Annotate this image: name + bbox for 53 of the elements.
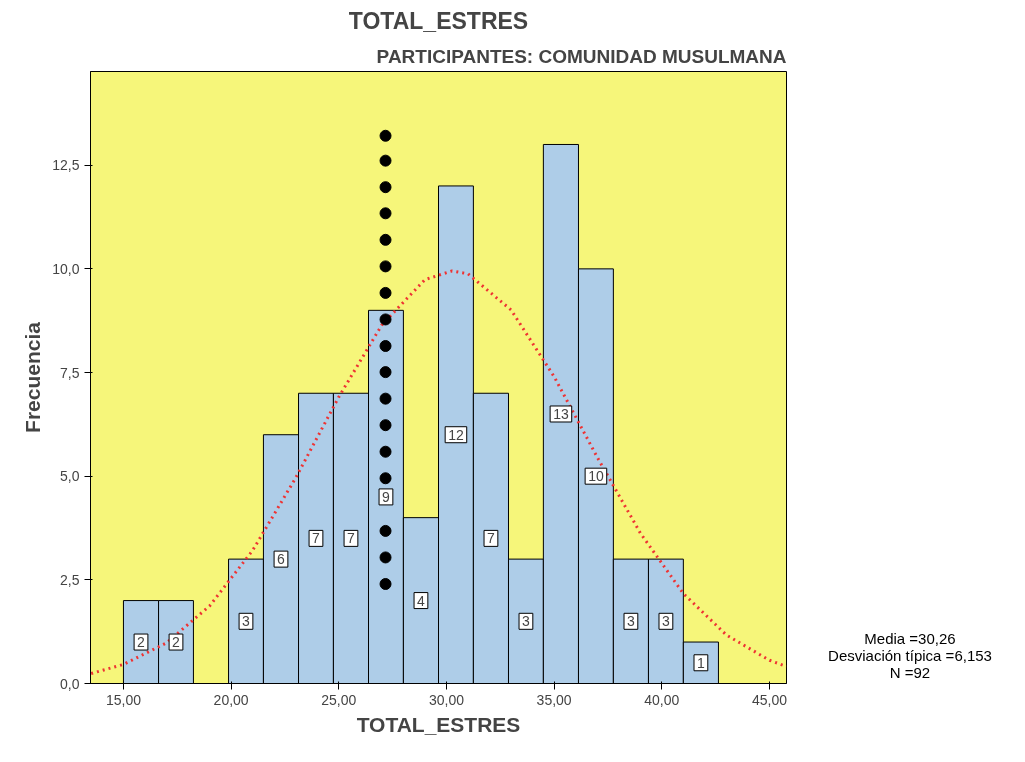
text: Media =30,26 <box>864 630 956 647</box>
x-tick-label: 40,00 <box>644 691 680 708</box>
point <box>379 181 392 194</box>
text: Desviación típica =6,153 <box>828 647 992 664</box>
data-label: 12 <box>448 426 464 443</box>
point <box>379 286 392 299</box>
y-tick-label: 0,0 <box>60 675 80 692</box>
point <box>379 340 392 352</box>
data-label: 7 <box>347 530 356 547</box>
text: N =92 <box>889 664 931 681</box>
data-label: 10 <box>588 468 604 485</box>
point <box>379 366 392 379</box>
chart-subtitle: PARTICIPANTES: COMUNIDAD MUSULMANA <box>376 45 787 67</box>
data-label: 7 <box>487 530 496 547</box>
point <box>379 578 392 590</box>
y-axis-title: Frecuencia <box>21 321 45 433</box>
data-label: 3 <box>242 613 251 630</box>
point <box>379 392 392 405</box>
data-label: 9 <box>382 488 391 505</box>
x-tick-label: 15,00 <box>105 691 142 708</box>
point <box>379 445 392 458</box>
data-label: 2 <box>172 634 181 651</box>
y-tick-label: 2,5 <box>60 571 80 588</box>
x-tick-label: 35,00 <box>536 691 572 708</box>
data-label: 1 <box>697 654 706 671</box>
x-tick-label: 45,00 <box>751 691 788 708</box>
point <box>379 419 392 432</box>
x-axis-title: TOTAL_ESTRES <box>356 712 521 736</box>
data-label: 13 <box>553 405 569 422</box>
x-tick-label: 25,00 <box>321 691 357 708</box>
point <box>379 472 392 485</box>
data-label: 3 <box>662 613 671 630</box>
data-label: 4 <box>417 592 426 609</box>
point <box>379 260 392 273</box>
point <box>379 154 392 167</box>
point <box>379 233 392 246</box>
point <box>379 524 392 537</box>
point <box>379 313 392 326</box>
data-label: 2 <box>137 634 146 651</box>
y-tick-label: 10,0 <box>52 260 80 277</box>
x-tick-label: 30,00 <box>428 691 465 708</box>
data-label: 3 <box>627 613 636 630</box>
point <box>379 551 392 564</box>
y-tick-label: 5,0 <box>60 468 80 485</box>
y-tick-label: 7,5 <box>60 364 80 381</box>
chart-title: TOTAL_ESTRES <box>348 7 529 34</box>
data-label: 7 <box>312 530 321 547</box>
point <box>379 129 392 142</box>
data-label: 3 <box>522 613 531 630</box>
y-tick-label: 12,5 <box>52 157 80 174</box>
data-label: 6 <box>277 551 286 568</box>
x-tick-label: 20,00 <box>213 691 249 708</box>
point <box>379 207 392 220</box>
